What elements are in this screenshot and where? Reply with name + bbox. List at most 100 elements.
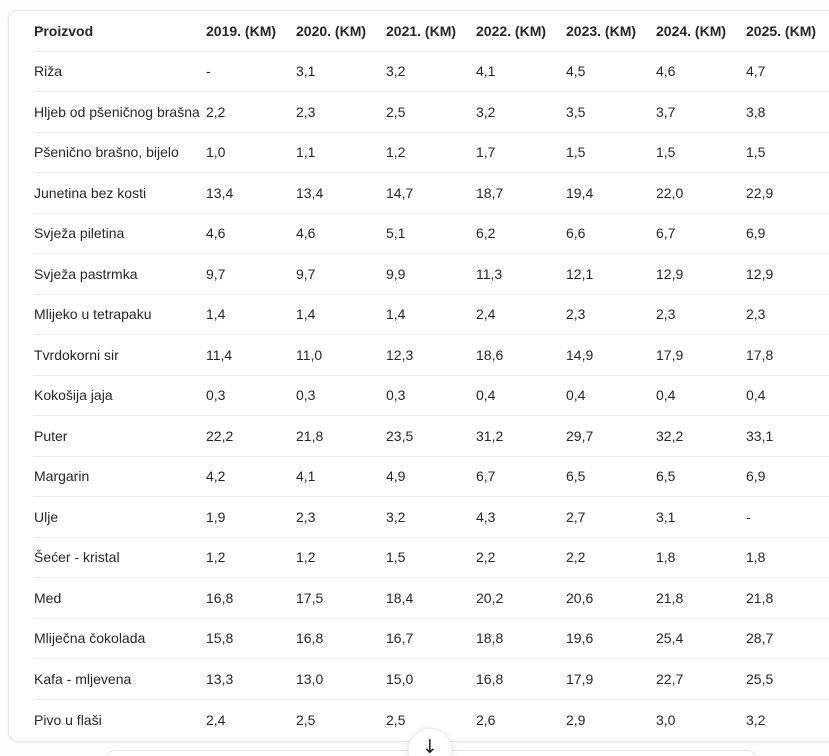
price-cell: 21,8 xyxy=(746,577,829,619)
price-cell: 6,9 xyxy=(746,213,829,254)
price-cell: 25,4 xyxy=(656,618,746,659)
column-header-year-2019: 2019. (KM) xyxy=(206,11,296,52)
price-cell: 3,1 xyxy=(656,496,746,538)
price-cell: 15,8 xyxy=(206,618,296,659)
price-cell: 32,2 xyxy=(656,415,746,457)
table-row: Puter 22,2 21,8 23,5 31,2 29,7 32,2 33,1 xyxy=(34,415,829,457)
price-cell: 20,6 xyxy=(566,577,656,619)
price-cell: 1,1 xyxy=(296,132,386,173)
price-cell: 17,5 xyxy=(296,577,386,619)
product-name: Margarin xyxy=(34,456,206,497)
price-cell: 4,6 xyxy=(296,213,386,254)
price-cell: 1,4 xyxy=(386,294,476,335)
price-cell: 17,9 xyxy=(566,658,656,700)
price-cell: 21,8 xyxy=(656,577,746,619)
price-cell: 3,5 xyxy=(566,91,656,133)
price-cell: 1,7 xyxy=(476,132,566,173)
price-cell: 0,4 xyxy=(566,375,656,416)
price-cell: 4,9 xyxy=(386,456,476,497)
table-row: Svježa pastrmka 9,7 9,7 9,9 11,3 12,1 12,9 12,9 xyxy=(34,253,829,295)
price-cell: 2,3 xyxy=(296,496,386,538)
table-row: Mliječna čokolada 15,8 16,8 16,7 18,8 19,6 25,… xyxy=(34,618,829,659)
product-name: Med xyxy=(34,577,206,619)
column-header-year-2021: 2021. (KM) xyxy=(386,11,476,52)
column-header-year-2022: 2022. (KM) xyxy=(476,11,566,52)
price-cell: 12,9 xyxy=(656,253,746,295)
table-row: Pivo u flaši 2,4 2,5 2,5 2,6 2,9 3,0 3,2 xyxy=(34,699,829,740)
price-cell: 2,5 xyxy=(296,711,316,728)
price-cell: 0,4 xyxy=(656,375,746,416)
table-row: Šećer - kristal 1,2 1,2 1,5 2,2 2,2 1,8 1,8 xyxy=(34,537,829,578)
column-header-product: Proizvod xyxy=(34,11,206,52)
price-cell: 11,4 xyxy=(206,334,296,376)
arrow-down-icon: ↓ xyxy=(422,735,438,756)
price-cell: 2,2 xyxy=(206,91,296,133)
price-cell: - xyxy=(746,496,829,538)
price-cell: 11,0 xyxy=(296,334,386,376)
price-cell: 1,2 xyxy=(386,132,476,173)
price-cell: 0,3 xyxy=(296,375,386,416)
price-cell: 4,6 xyxy=(656,51,746,92)
price-cell: 5,1 xyxy=(386,213,476,254)
price-cell: 1,2 xyxy=(296,537,386,578)
price-cell: 16,7 xyxy=(386,618,476,659)
price-cell: 2,7 xyxy=(566,496,656,538)
price-cell: 3,7 xyxy=(656,91,746,133)
price-cell: 33,1 xyxy=(746,415,829,457)
price-cell: 9,9 xyxy=(386,253,476,295)
product-name: Kokošija jaja xyxy=(34,375,206,416)
price-cell: 18,6 xyxy=(476,334,566,376)
table-row: Junetina bez kosti 13,4 13,4 14,7 18,7 19,4 22… xyxy=(34,172,829,214)
price-cell: 1,5 xyxy=(746,132,829,173)
price-cell: 4,3 xyxy=(476,496,566,538)
product-name: Svježa piletina xyxy=(34,213,206,254)
price-cell: 25,5 xyxy=(746,658,829,700)
price-cell: 12,9 xyxy=(746,253,829,295)
product-name: Kafa - mljevena xyxy=(34,658,206,700)
table-row: Ulje 1,9 2,3 3,2 4,3 2,7 3,1- xyxy=(34,496,829,538)
price-cell: 29,7 xyxy=(566,415,656,457)
table-row: Kokošija jaja 0,3 0,3 0,3 0,4 0,4 0,4 0,4 xyxy=(34,375,829,416)
product-name: Tvrdokorni sir xyxy=(34,334,206,376)
price-cell: 4,6 xyxy=(206,213,296,254)
price-cell: 9,7 xyxy=(206,253,296,295)
price-cell: 4,1 xyxy=(476,51,566,92)
price-cell: 13,4 xyxy=(206,172,296,214)
price-cell: 14,9 xyxy=(566,334,656,376)
price-cell: 1,8 xyxy=(746,537,829,578)
price-cell: 1,2 xyxy=(206,537,296,578)
price-cell: 3,1 xyxy=(296,51,386,92)
price-cell: 2,5 xyxy=(386,711,406,728)
price-cell: 23,5 xyxy=(386,415,476,457)
price-cell: 4,1 xyxy=(296,456,386,497)
price-cell: 19,4 xyxy=(566,172,656,214)
price-cell: 31,2 xyxy=(476,415,566,457)
price-cell: 2,2 xyxy=(566,537,656,578)
price-cell: 3,8 xyxy=(746,91,829,133)
price-cell: 22,0 xyxy=(656,172,746,214)
column-header-year-2025: 2025. (KM) xyxy=(746,11,829,52)
table-header-row: Proizvod 2019. (KM) 2020. (KM) 2021. (KM) 20… xyxy=(34,11,829,52)
product-name: Mliječna čokolada xyxy=(34,618,206,659)
price-cell: 1,5 xyxy=(386,537,476,578)
product-name: Riža xyxy=(34,51,206,92)
price-cell: 1,5 xyxy=(656,132,746,173)
price-cell: 3,2 xyxy=(746,711,766,728)
price-cell: 16,8 xyxy=(206,577,296,619)
price-cell: 18,4 xyxy=(386,577,476,619)
price-cell: 4,5 xyxy=(566,51,656,92)
price-cell: 1,0 xyxy=(206,132,296,173)
price-cell: 4,7 xyxy=(746,51,829,92)
price-cell: 3,2 xyxy=(386,51,476,92)
price-cell: 2,6 xyxy=(476,711,496,728)
price-cell: 28,7 xyxy=(746,618,829,659)
column-header-year-2024: 2024. (KM) xyxy=(656,11,746,52)
table-row: Riža -3,1 3,2 4,1 4,5 4,6 4,7 xyxy=(34,51,829,92)
price-cell: 22,7 xyxy=(656,658,746,700)
price-cell: 1,8 xyxy=(656,537,746,578)
price-cell: 6,7 xyxy=(656,213,746,254)
price-cell: 0,4 xyxy=(476,375,566,416)
product-name: Ulje xyxy=(34,496,206,538)
product-name: Pivo u flaši xyxy=(34,711,102,728)
price-cell: 6,9 xyxy=(746,456,829,497)
